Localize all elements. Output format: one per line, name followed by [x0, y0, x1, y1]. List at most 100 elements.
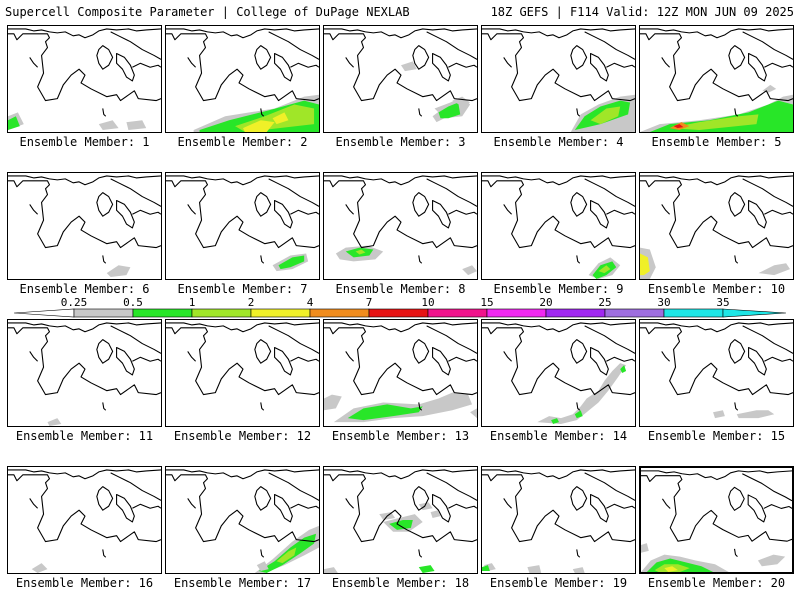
member-label: Ensemble Member: 17 [173, 576, 312, 590]
member-map-1 [8, 28, 161, 131]
member-label: Ensemble Member: 11 [15, 429, 154, 443]
scp-contour-green [278, 255, 305, 270]
member-map-14 [482, 322, 635, 425]
colorbar-tick-label: 20 [539, 296, 552, 309]
scp-contour-lime [355, 249, 366, 255]
scp-contour-lime [276, 547, 297, 564]
great-lakes-outline [640, 28, 793, 117]
great-lakes-outline [482, 322, 635, 411]
great-lakes-outline [324, 175, 477, 264]
scp-contour-green [418, 565, 435, 573]
member-map-18 [324, 469, 477, 573]
member-map-2 [166, 28, 319, 132]
scp-contour-yellow [640, 253, 650, 276]
colorbar-tick-label: 4 [307, 296, 314, 309]
member-label: Ensemble Member: 18 [331, 576, 470, 590]
great-lakes-outline [324, 469, 477, 558]
member-map-12 [166, 322, 319, 411]
ensemble-map-panel-8 [323, 172, 478, 280]
member-label: Ensemble Member: 1 [19, 135, 150, 149]
great-lakes-outline [8, 28, 161, 117]
scp-contour-gray [537, 363, 627, 425]
ensemble-map-panel-7 [165, 172, 320, 280]
colorbar-tick-label: 30 [657, 296, 670, 309]
ensemble-map-panel-6 [7, 172, 162, 280]
scp-contour-gray [470, 408, 477, 419]
great-lakes-outline [640, 175, 793, 264]
member-map-20 [641, 470, 792, 572]
member-label: Ensemble Member: 15 [647, 429, 786, 443]
great-lakes-outline [8, 322, 161, 411]
scp-contour-gray [713, 410, 725, 419]
ensemble-map-panel-13 [323, 319, 478, 427]
member-map-7 [166, 175, 319, 272]
scp-contour-gray [572, 567, 585, 573]
scp-contour-red [673, 124, 684, 129]
scp-contour-green [574, 410, 583, 419]
scp-contour-gray [462, 265, 477, 276]
run-valid-time: 18Z GEFS | F114 Valid: 12Z MON JUN 09 20… [490, 5, 794, 19]
member-map-13 [324, 322, 477, 423]
scp-contour-gray [430, 510, 441, 519]
member-map-5 [640, 28, 793, 132]
member-label: Ensemble Member: 8 [335, 282, 466, 296]
member-map-9 [482, 175, 635, 279]
colorbar-bin [132, 308, 193, 318]
scp-contour-gray [641, 543, 649, 553]
colorbar-bin [309, 308, 370, 318]
member-label: Ensemble Member: 20 [647, 576, 786, 590]
scp-contour-yellow [242, 120, 275, 132]
ensemble-map-panel-12 [165, 319, 320, 427]
scp-contour-gray [758, 263, 791, 276]
colorbar-left-arrow [13, 308, 75, 318]
scp-contour-gray [31, 563, 48, 573]
great-lakes-outline [482, 28, 635, 117]
ensemble-map-panel-14 [481, 319, 636, 427]
colorbar-bin [73, 308, 134, 318]
ensemble-map-panel-3 [323, 25, 478, 133]
colorbar-tick-label: 1 [189, 296, 196, 309]
member-label: Ensemble Member: 5 [651, 135, 782, 149]
ensemble-map-panel-5 [639, 25, 794, 133]
ensemble-map-panel-10 [639, 172, 794, 280]
colorbar-bin [368, 308, 429, 318]
ensemble-map-panel-17 [165, 466, 320, 574]
scp-contour-gray [527, 565, 542, 573]
ensemble-map-panel-15 [639, 319, 794, 427]
member-label: Ensemble Member: 12 [173, 429, 312, 443]
member-map-11 [8, 322, 161, 426]
scp-contour-green [389, 520, 413, 530]
scp-contour-green [8, 116, 20, 131]
scp-contour-yellow [272, 112, 289, 125]
ensemble-map-panel-9 [481, 172, 636, 280]
scp-contour-gray [324, 394, 342, 411]
member-label: Ensemble Member: 14 [489, 429, 628, 443]
scp-contour-green [620, 365, 627, 373]
member-map-10 [640, 175, 793, 279]
colorbar-tick-label: 7 [366, 296, 373, 309]
member-map-16 [8, 469, 161, 573]
great-lakes-outline [8, 175, 161, 264]
colorbar-bin [663, 308, 724, 318]
ensemble-map-panel-1 [7, 25, 162, 133]
member-label: Ensemble Member: 10 [647, 282, 786, 296]
scp-contour-lime [598, 265, 611, 274]
member-label: Ensemble Member: 3 [335, 135, 466, 149]
great-lakes-outline [324, 28, 477, 117]
member-label: Ensemble Member: 16 [15, 576, 154, 590]
colorbar-tick-label: 25 [598, 296, 611, 309]
color-scale-legend: 0.25 0.5 1 2 4 7 10 15 20 25 30 35 [13, 296, 787, 318]
member-map-3 [324, 28, 477, 123]
colorbar-bin [486, 308, 547, 318]
ensemble-map-panel-19 [481, 466, 636, 574]
member-map-6 [8, 175, 161, 278]
ensemble-map-panel-16 [7, 466, 162, 574]
scp-contour-green [438, 102, 461, 119]
member-label: Ensemble Member: 4 [493, 135, 624, 149]
member-label: Ensemble Member: 13 [331, 429, 470, 443]
colorbar-bin [427, 308, 488, 318]
colorbar-bin [545, 308, 606, 318]
colorbar-bin [604, 308, 665, 318]
colorbar-tick-label: 0.5 [123, 296, 143, 309]
scp-contour-green [482, 565, 490, 572]
